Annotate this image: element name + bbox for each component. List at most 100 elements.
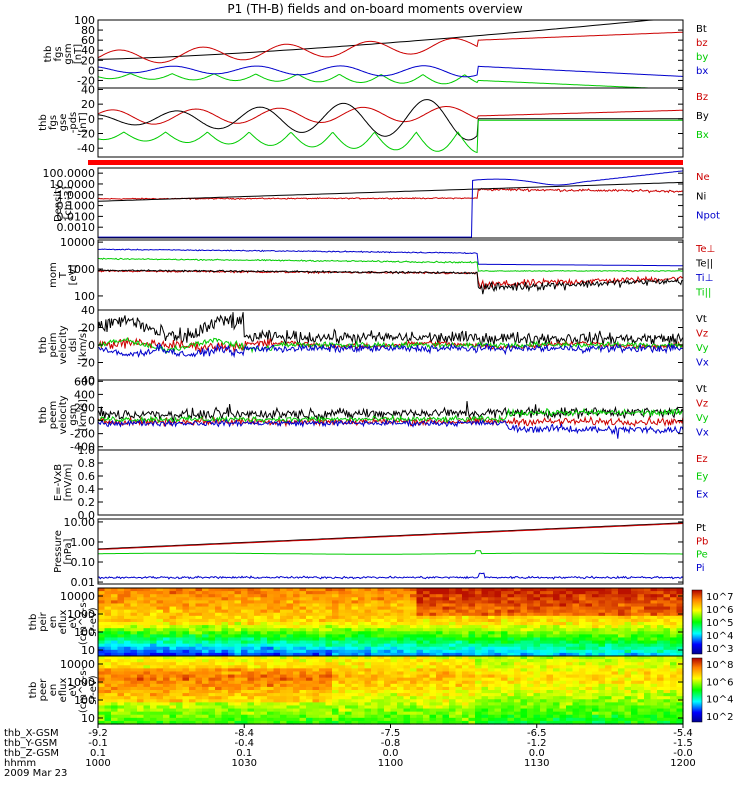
spectrogram-cell xyxy=(202,714,210,719)
spectrogram-cell xyxy=(423,705,431,710)
spectrogram-cell xyxy=(455,609,463,614)
spectrogram-cell xyxy=(650,606,658,611)
spectrogram-cell xyxy=(267,711,275,716)
spectrogram-cell xyxy=(104,622,112,626)
spectrogram-cell xyxy=(572,618,580,623)
spectrogram-cell xyxy=(618,705,626,710)
spectrogram-cell xyxy=(501,600,509,605)
spectrogram-cell xyxy=(247,674,255,679)
x-row-label: hhmm xyxy=(4,758,36,769)
spectrogram-cell xyxy=(611,668,619,673)
spectrogram-cell xyxy=(533,714,541,719)
spectrogram-cell xyxy=(514,720,522,725)
spectrogram-cell xyxy=(501,652,509,657)
spectrogram-cell xyxy=(338,603,346,608)
spectrogram-cell xyxy=(338,683,346,688)
spectrogram-cell xyxy=(273,603,281,608)
spectrogram-cell xyxy=(104,677,112,682)
spectrogram-cell xyxy=(410,649,418,654)
spectrogram-cell xyxy=(416,674,424,679)
spectrogram-cell xyxy=(605,625,613,629)
spectrogram-cell xyxy=(390,690,398,694)
spectrogram-cell xyxy=(520,677,528,682)
spectrogram-cell xyxy=(319,665,327,669)
spectrogram-cell xyxy=(527,671,535,676)
spectrogram-cell xyxy=(585,631,593,635)
spectrogram-cell xyxy=(416,696,424,700)
spectrogram-cell xyxy=(598,622,606,626)
spectrogram-cell xyxy=(481,699,489,703)
spectrogram-cell xyxy=(312,680,320,685)
spectrogram-cell xyxy=(611,699,619,703)
spectrogram-cell xyxy=(150,600,158,605)
spectrogram-cell xyxy=(559,606,567,611)
spectrogram-cell xyxy=(592,659,600,663)
spectrogram-cell xyxy=(423,600,431,605)
spectrogram-cell xyxy=(657,708,665,713)
spectrogram-cell xyxy=(566,720,574,725)
spectrogram-cell xyxy=(293,603,301,608)
spectrogram-cell xyxy=(462,628,470,632)
spectrogram-cell xyxy=(462,693,470,697)
spectrogram-cell xyxy=(494,618,502,623)
spectrogram-cell xyxy=(234,603,242,608)
spectrogram-cell xyxy=(286,588,294,592)
spectrogram-cell xyxy=(351,649,359,654)
spectrogram-cell xyxy=(572,588,580,592)
spectrogram-cell xyxy=(514,588,522,592)
spectrogram-cell xyxy=(338,606,346,611)
spectrogram-cell xyxy=(345,606,353,611)
spectrogram-cell xyxy=(163,665,171,669)
spectrogram-cell xyxy=(650,665,658,669)
spectrogram-cell xyxy=(117,603,125,608)
spectrogram-cell xyxy=(416,705,424,710)
spectrogram-cell xyxy=(397,699,405,703)
spectrogram-cell xyxy=(572,714,580,719)
spectrogram-cell xyxy=(306,622,314,626)
spectrogram-cell xyxy=(104,640,112,645)
spectrogram-cell xyxy=(514,714,522,719)
spectrogram-cell xyxy=(169,656,177,660)
spectrogram-cell xyxy=(345,597,353,601)
spectrogram-cell xyxy=(429,702,437,707)
spectrogram-cell xyxy=(260,609,268,614)
spectrogram-cell xyxy=(592,588,600,592)
spectrogram-cell xyxy=(637,646,645,651)
spectrogram-cell xyxy=(501,646,509,651)
spectrogram-cell xyxy=(312,625,320,629)
spectrogram-cell xyxy=(429,671,437,676)
spectrogram-cell xyxy=(143,702,151,707)
spectrogram-cell xyxy=(449,671,457,676)
spectrogram-cell xyxy=(429,652,437,657)
spectrogram-cell xyxy=(533,717,541,722)
spectrogram-cell xyxy=(397,708,405,713)
spectrogram-cell xyxy=(598,603,606,608)
spectrogram-cell xyxy=(462,652,470,657)
spectrogram-cell xyxy=(442,674,450,679)
spectrogram-cell xyxy=(182,714,190,719)
spectrogram-cell xyxy=(618,597,626,601)
spectrogram-cell xyxy=(111,612,119,617)
spectrogram-cell xyxy=(98,693,106,697)
spectrogram-cell xyxy=(572,646,580,651)
spectrogram-cell xyxy=(189,652,197,657)
spectrogram-cell xyxy=(631,634,639,639)
spectrogram-cell xyxy=(514,674,522,679)
spectrogram-cell xyxy=(455,668,463,673)
spectrogram-cell xyxy=(520,634,528,639)
spectrogram-cell xyxy=(572,615,580,620)
spectrogram-cell xyxy=(280,646,288,651)
spectrogram-cell xyxy=(611,646,619,651)
date-label: 2009 Mar 23 xyxy=(4,768,67,779)
spectrogram-cell xyxy=(579,588,587,592)
spectrogram-cell xyxy=(397,690,405,694)
spectrogram-cell xyxy=(553,625,561,629)
spectrogram-cell xyxy=(260,634,268,639)
spectrogram-cell xyxy=(228,646,236,651)
spectrogram-cell xyxy=(364,696,372,700)
y-axis-label: eV xyxy=(68,683,79,696)
spectrogram-cell xyxy=(163,628,171,632)
spectrogram-cell xyxy=(455,686,463,691)
spectrogram-cell xyxy=(371,677,379,682)
spectrogram-cell xyxy=(449,683,457,688)
